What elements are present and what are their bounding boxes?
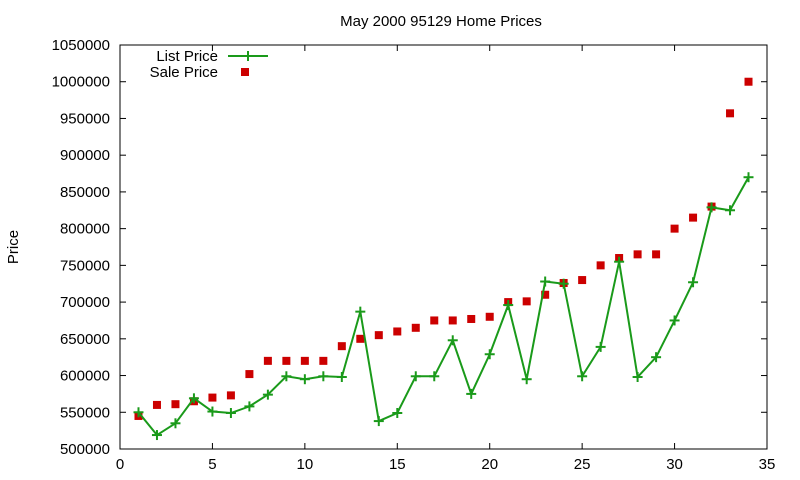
list-price-point [540,276,551,287]
sale-price-point [541,290,550,299]
x-tick-label: 20 [481,456,498,473]
list-price-point [318,371,329,382]
sale-price-point [393,327,402,336]
list-price-point [669,315,680,326]
sale-price-point [208,393,217,402]
list-price-point [706,202,717,213]
list-price-point [743,172,754,183]
list-price-point [262,389,273,400]
y-tick-label: 600000 [60,368,110,385]
sale-price-point [430,316,439,325]
sale-price-point [596,261,605,270]
legend-marks [228,51,268,76]
list-price-point [225,408,236,419]
sale-price-point [356,334,365,343]
list-price-point [299,374,310,385]
sale-price-point [319,356,328,365]
plot-frame [119,44,768,450]
list-price-point [521,374,532,385]
y-tick-label: 750000 [60,257,110,274]
list-price-point [688,277,699,288]
series-sale-price [134,77,753,420]
sale-price-point [263,356,272,365]
y-axis-label: Price [5,230,22,264]
list-price-point [447,335,458,346]
list-price-point [484,349,495,360]
x-tick-label: 25 [574,456,591,473]
list-price-point [651,352,662,363]
sale-price-point [726,109,735,118]
sale-price-point [670,224,679,233]
x-tick-label: 15 [389,456,406,473]
x-tick-label: 5 [208,456,216,473]
sale-price-point [282,356,291,365]
list-price-point [614,256,625,267]
legend-marker-sale-price [241,68,249,76]
list-price-point [410,371,421,382]
list-price-point [595,341,606,352]
sale-price-point [522,297,531,306]
sale-price-point [374,331,383,340]
sale-price-point [652,250,661,259]
y-tick-label: 650000 [60,331,110,348]
sale-price-point [633,250,642,259]
y-tick-label: 850000 [60,184,110,201]
sale-price-point [467,314,476,323]
list-price-point [133,407,144,418]
list-price-point [558,278,569,289]
chart-title: May 2000 95129 Home Prices [340,13,542,30]
list-price-point [725,205,736,216]
legend-marker-list-price [243,51,253,61]
y-tick-label: 950000 [60,110,110,127]
list-price-point [632,372,643,383]
y-tick-label: 1050000 [52,37,110,54]
x-tick-label: 10 [297,456,314,473]
sale-price-point [689,213,698,222]
x-tick-label: 35 [759,456,776,473]
list-price-point [188,393,199,404]
x-tick-label: 0 [116,456,124,473]
series-layer [133,77,754,441]
sale-price-point [300,356,309,365]
y-axis-ticks: 500000 550000 600000 650000 700000 750000 8000… [52,37,767,458]
sale-price-point [485,312,494,321]
x-tick-label: 30 [666,456,683,473]
legend-label-list-price: List Price [156,48,218,65]
list-price-point [577,371,588,382]
list-price-point [151,430,162,441]
series-list-price [133,172,754,441]
list-price-point [336,372,347,383]
legend-label-sale-price: Sale Price [150,64,218,81]
list-price-line [137,176,750,437]
sale-price-point [744,77,753,86]
x-axis-ticks: 0 5 10 15 20 25 30 35 [116,45,776,473]
list-price-point [207,406,218,417]
legend: List Price Sale Price [150,48,268,81]
sale-price-point [448,316,457,325]
list-price-point [373,416,384,427]
y-tick-label: 700000 [60,294,110,311]
y-tick-label: 800000 [60,221,110,238]
list-price-point [503,300,514,311]
list-price-point [244,401,255,412]
sale-price-point [152,400,161,409]
list-price-point [170,418,181,429]
sale-price-point [245,370,254,379]
sale-price-point [578,276,587,285]
y-tick-label: 550000 [60,404,110,421]
y-tick-label: 500000 [60,441,110,458]
y-tick-label: 1000000 [52,74,110,91]
sale-price-point [411,323,420,332]
sale-price-point [337,342,346,351]
list-price-point [281,371,292,382]
list-price-point [392,408,403,419]
list-price-point [429,371,440,382]
sale-price-point [226,391,235,400]
y-tick-label: 900000 [60,147,110,164]
list-price-point [355,306,366,317]
sale-price-point [171,400,180,409]
list-price-point [466,388,477,399]
